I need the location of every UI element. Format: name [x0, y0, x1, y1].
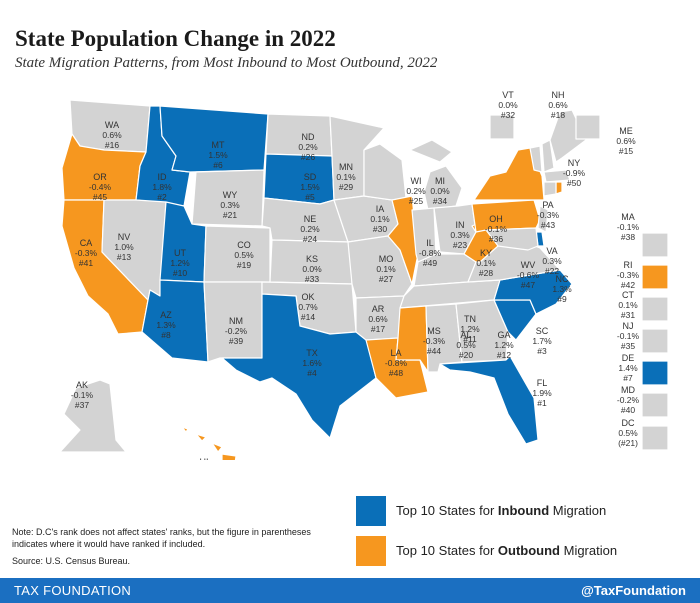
state-ma	[543, 169, 571, 183]
state-label-in: IN 0.3% #23	[450, 220, 470, 250]
state-label-pa: PA -0.3% #43	[537, 200, 560, 230]
footer-handle: @TaxFoundation	[581, 583, 686, 598]
state-label-hi: HI-0.5%#46	[193, 457, 216, 460]
state-hi	[181, 426, 237, 460]
state-label-vt: VT 0.0% #32	[498, 90, 518, 120]
state-label-nh: NH 0.6% #18	[548, 90, 568, 120]
state-label-la: LA -0.8% #48	[385, 348, 408, 378]
state-label-ar: AR 0.6% #17	[368, 304, 388, 334]
state-wi	[363, 143, 407, 201]
us-map: WA 0.6% #16 OR -0.4% #45 CA -0.3% #41 ID 1.8% #2 NV 1…	[59, 90, 669, 460]
state-ri	[555, 181, 563, 195]
state-label-sd: SD 1.5% #5	[300, 172, 320, 202]
state-md	[485, 227, 539, 251]
state-label-wi: WI 0.2% #25	[406, 176, 426, 206]
state-label-ak: AK -0.1% #37	[71, 380, 94, 410]
state-label-dc: DC 0.5% (#21)	[618, 418, 638, 448]
state-label-nd: ND 0.2% #26	[298, 132, 318, 162]
source-note: Source: U.S. Census Bureau.	[12, 556, 131, 566]
state-tx	[221, 293, 377, 439]
state-ct	[543, 181, 557, 197]
state-label-fl: FL 1.9% #1	[532, 378, 552, 408]
state-nh	[541, 139, 555, 173]
inset-box-ct	[641, 296, 669, 322]
state-label-az: AZ 1.3% #8	[156, 310, 176, 340]
state-label-mo: MO 0.1% #27	[376, 254, 396, 284]
inset-box-nj	[641, 328, 669, 354]
inset-box-md	[641, 392, 669, 418]
state-label-ky: KY 0.1% #28	[476, 248, 496, 278]
state-label-ks: KS 0.0% #33	[302, 254, 322, 284]
state-label-ca: CA -0.3% #41	[75, 238, 98, 268]
legend-inbound: Top 10 States for Inbound Migration	[356, 496, 686, 526]
state-label-ct: CT 0.1% #31	[618, 290, 638, 320]
page-title: State Population Change in 2022	[15, 26, 336, 51]
state-label-mi: MI 0.0% #34	[430, 176, 450, 206]
state-vt	[529, 145, 543, 173]
legend-outbound-label: Top 10 States for Outbound Migration	[396, 543, 618, 558]
state-label-ut: UT 1.2% #10	[170, 248, 190, 278]
state-label-ok: OK 0.7% #14	[298, 292, 318, 322]
inset-box-ri	[641, 264, 669, 290]
legend-inbound-label: Top 10 States for Inbound Migration	[396, 503, 607, 518]
state-fl	[439, 355, 539, 445]
state-label-va: VA 0.3% #22	[542, 246, 562, 276]
state-ga	[455, 299, 509, 363]
state-label-ma: MA -0.1% #38	[617, 212, 640, 242]
state-label-oh: OH -0.1% #36	[485, 214, 508, 244]
footnote: Note: D.C's rank does not affect states'…	[12, 527, 311, 549]
state-label-nc: NC 1.3% #9	[552, 274, 572, 304]
state-label-tx: TX 1.6% #4	[302, 348, 322, 378]
state-label-co: CO 0.5% #19	[234, 240, 254, 270]
state-label-sc: SC 1.7% #3	[532, 326, 552, 356]
state-nc	[493, 269, 573, 315]
state-nj	[537, 205, 549, 233]
state-label-or: OR -0.4% #45	[89, 172, 112, 202]
state-label-wy: WY 0.3% #21	[220, 190, 240, 220]
state-label-ms: MS -0.3% #44	[423, 326, 446, 356]
state-label-nv: NV 1.0% #13	[114, 232, 134, 262]
state-label-tn: TN 1.2% #11	[460, 314, 480, 344]
state-label-ga: GA 1.2% #12	[494, 330, 514, 360]
state-label-me: ME 0.6% #15	[616, 126, 636, 156]
state-label-mt: MT 1.5% #6	[208, 140, 228, 170]
inset-box-vt	[489, 114, 515, 140]
state-label-ne: NE 0.2% #24	[300, 214, 320, 244]
state-label-ia: IA 0.1% #30	[370, 204, 390, 234]
footer-brand: TAX FOUNDATION	[14, 583, 132, 598]
state-label-il: IL -0.8% #49	[419, 238, 442, 268]
legend-outbound: Top 10 States for Outbound Migration	[356, 536, 686, 566]
state-label-nm: NM -0.2% #39	[225, 316, 248, 346]
legend-inbound-swatch	[356, 496, 386, 526]
footer-bar: TAX FOUNDATION @TaxFoundation	[0, 578, 700, 603]
page-subtitle: State Migration Patterns, from Most Inbo…	[15, 55, 438, 71]
state-il	[387, 195, 419, 285]
inset-box-ma	[641, 232, 669, 258]
legend-outbound-swatch	[356, 536, 386, 566]
state-label-mn: MN 0.1% #29	[336, 162, 356, 192]
state-label-md: MD -0.2% #40	[617, 385, 640, 415]
state-label-de: DE 1.4% #7	[618, 353, 638, 383]
state-sd	[263, 153, 335, 205]
state-label-wv: WV -0.6% #47	[517, 260, 540, 290]
state-ak	[59, 379, 127, 453]
inset-box-dc	[641, 425, 669, 451]
state-label-id: ID 1.8% #2	[152, 172, 172, 202]
state-label-ri: RI -0.3% #42	[617, 260, 640, 290]
inset-box-de	[641, 360, 669, 386]
state-label-nj: NJ -0.1% #35	[617, 321, 640, 351]
inset-box-nh	[575, 114, 601, 140]
state-label-al: AL 0.5% #20	[456, 330, 476, 360]
state-label-wa: WA 0.6% #16	[102, 120, 122, 150]
state-label-ny: NY -0.9% #50	[563, 158, 586, 188]
